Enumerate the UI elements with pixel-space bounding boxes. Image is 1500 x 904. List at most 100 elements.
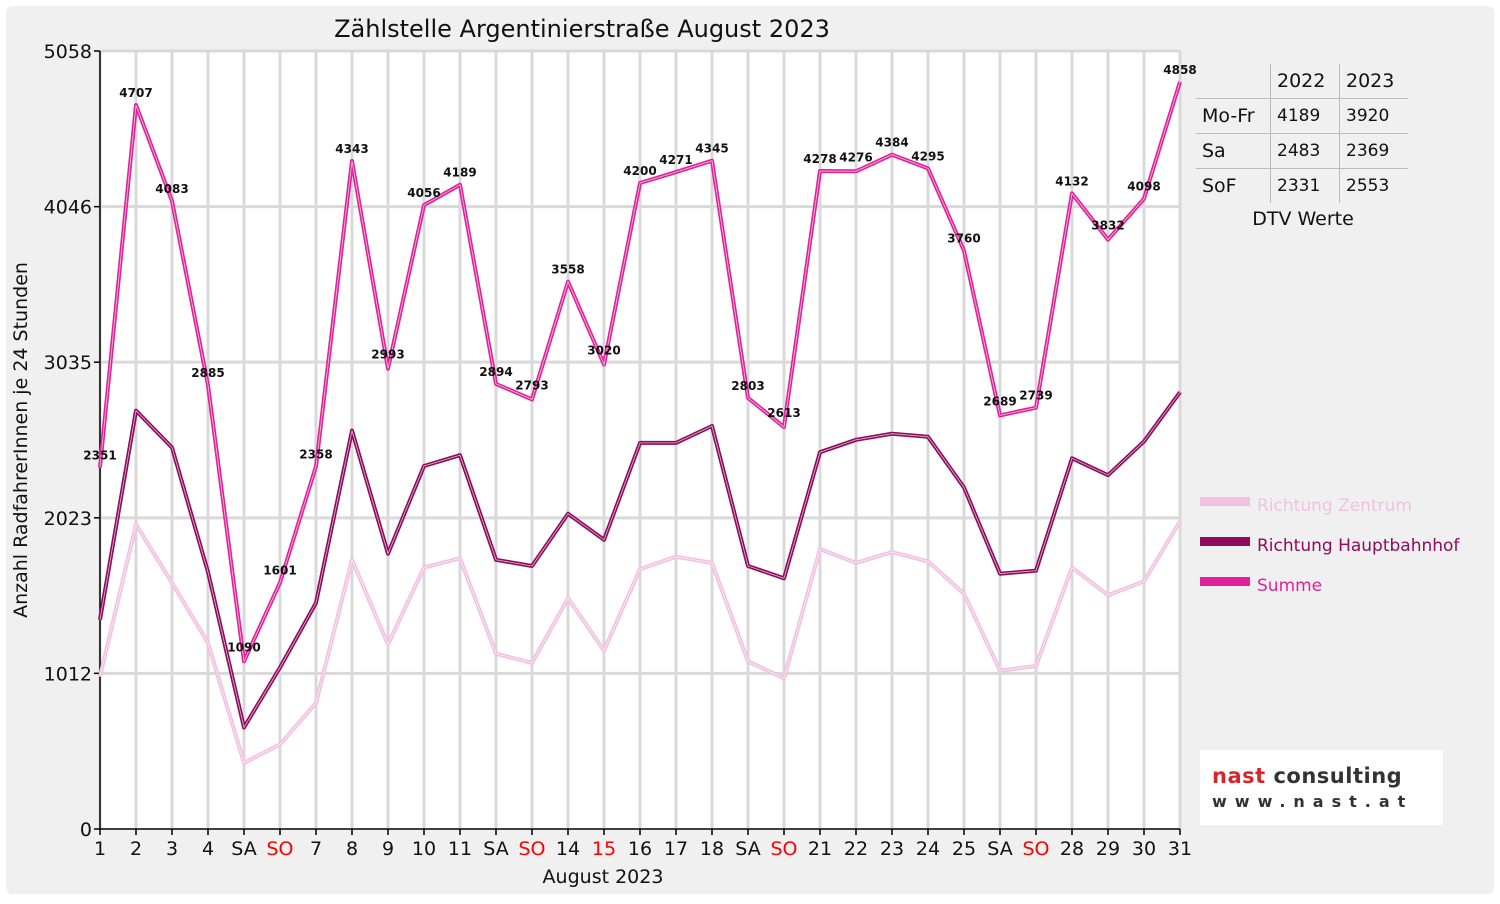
legend-label-3: Summe [1257,576,1322,596]
legend-swatch-1 [1200,497,1250,506]
x-tick-label: 22 [844,838,868,860]
dtv-value: 4189 [1270,98,1340,134]
data-label: 1090 [227,640,260,654]
legend-swatch-2 [1200,537,1250,546]
y-axis-title: Anzahl RadfahrerInnen je 24 Stunden [10,262,32,618]
data-label: 3832 [1091,219,1124,233]
dtv-row-label: Sa [1196,133,1271,169]
x-tick-label: 23 [880,838,904,860]
x-tick-label: SO [518,838,545,860]
data-label: 4707 [119,86,152,100]
dtv-value: 2483 [1270,133,1340,169]
data-label: 4278 [803,152,836,166]
x-tick-label: 31 [1168,838,1192,860]
data-label: 2351 [83,448,116,462]
data-label: 4271 [659,153,692,167]
dtv-value: 2553 [1346,176,1390,196]
logo-part-nast: nast [1212,764,1266,788]
x-tick-label: 25 [952,838,976,860]
dtv-value: 2331 [1270,168,1340,203]
y-tick-label: 3035 [44,352,92,374]
dtv-value: 3920 [1346,106,1390,126]
dtv-row-label: Mo-Fr [1196,98,1271,134]
x-tick-label: 9 [382,838,394,860]
data-label: 4132 [1055,174,1088,188]
x-tick-label: 8 [346,838,358,860]
dtv-row-mofr: Mo-Fr 4189 3920 [1196,98,1408,134]
x-tick-label: SA [735,838,760,860]
dtv-row-sof: SoF 2331 2553 [1196,168,1408,203]
dtv-header-2023: 2023 [1346,70,1395,92]
series-line-highlight-1 [99,521,1181,764]
x-tick-label: SO [770,838,797,860]
data-label: 4083 [155,182,188,196]
x-tick-label: 15 [592,838,616,860]
data-label: 2793 [515,378,548,392]
data-label: 4858 [1163,63,1196,77]
y-tick-label: 1012 [44,663,92,685]
y-tick-label: 5058 [44,41,92,63]
series-line-highlight-2 [99,391,1181,729]
data-label: 2803 [731,379,764,393]
x-tick-label: 30 [1132,838,1156,860]
x-tick-label: 1 [94,838,106,860]
x-tick-label: 2 [130,838,142,860]
dtv-header-row: 2022 2023 [1196,64,1408,99]
x-tick-label: 10 [412,838,436,860]
dtv-value: 2369 [1346,141,1390,161]
data-label: 3760 [947,232,980,246]
logo-part-consulting: consulting [1265,764,1403,788]
data-label: 4189 [443,166,476,180]
x-tick-label: 21 [808,838,832,860]
data-label: 2885 [191,366,224,380]
y-tick-label: 0 [80,819,92,841]
x-axis-title: August 2023 [543,866,664,888]
x-tick-label: SA [231,838,256,860]
x-tick-label: 28 [1060,838,1084,860]
x-tick-label: 11 [448,838,472,860]
legend-swatch-3 [1200,577,1250,586]
x-tick-label: 4 [202,838,214,860]
dtv-row-sa: Sa 2483 2369 [1196,133,1408,169]
x-tick-label: 17 [664,838,688,860]
dtv-table: 2022 2023 Mo-Fr 4189 3920 Sa 2483 2369 S… [1196,64,1408,203]
data-label: 4343 [335,142,368,156]
data-label: 3020 [587,343,620,357]
data-label: 4276 [839,150,872,164]
x-tick-label: 18 [700,838,724,860]
x-tick-label: SO [1022,838,1049,860]
dtv-caption: DTV Werte [1252,208,1354,230]
x-tick-label: 24 [916,838,940,860]
logo-url: www.nast.at [1212,792,1414,811]
data-label: 2739 [1019,389,1052,403]
legend-label-1: Richtung Zentrum [1257,496,1412,516]
x-tick-label: 16 [628,838,652,860]
x-tick-label: 3 [166,838,178,860]
data-label: 4200 [623,164,656,178]
data-label: 4056 [407,186,440,200]
data-label: 4295 [911,149,944,163]
data-label: 4345 [695,142,728,156]
data-label: 4384 [875,136,908,150]
x-tick-label: 7 [310,838,322,860]
chart-title: Zählstelle Argentinierstraße August 2023 [334,15,830,43]
dtv-row-label: SoF [1196,168,1271,203]
data-label: 2689 [983,394,1016,408]
x-tick-label: 29 [1096,838,1120,860]
dtv-header-2022: 2022 [1270,64,1340,99]
data-label: 1601 [263,564,296,578]
dtv-header-blank [1196,64,1271,99]
series-line-highlight-3 [99,81,1181,663]
y-tick-label: 2023 [44,508,92,530]
data-label: 4098 [1127,180,1160,194]
x-tick-label: SA [483,838,508,860]
data-label: 3558 [551,263,584,277]
data-label: 2613 [767,406,800,420]
y-tick-label: 4046 [44,197,92,219]
data-label: 2894 [479,365,512,379]
legend-label-2: Richtung Hauptbahnhof [1257,536,1460,556]
x-tick-label: SO [266,838,293,860]
x-tick-label: 14 [556,838,580,860]
